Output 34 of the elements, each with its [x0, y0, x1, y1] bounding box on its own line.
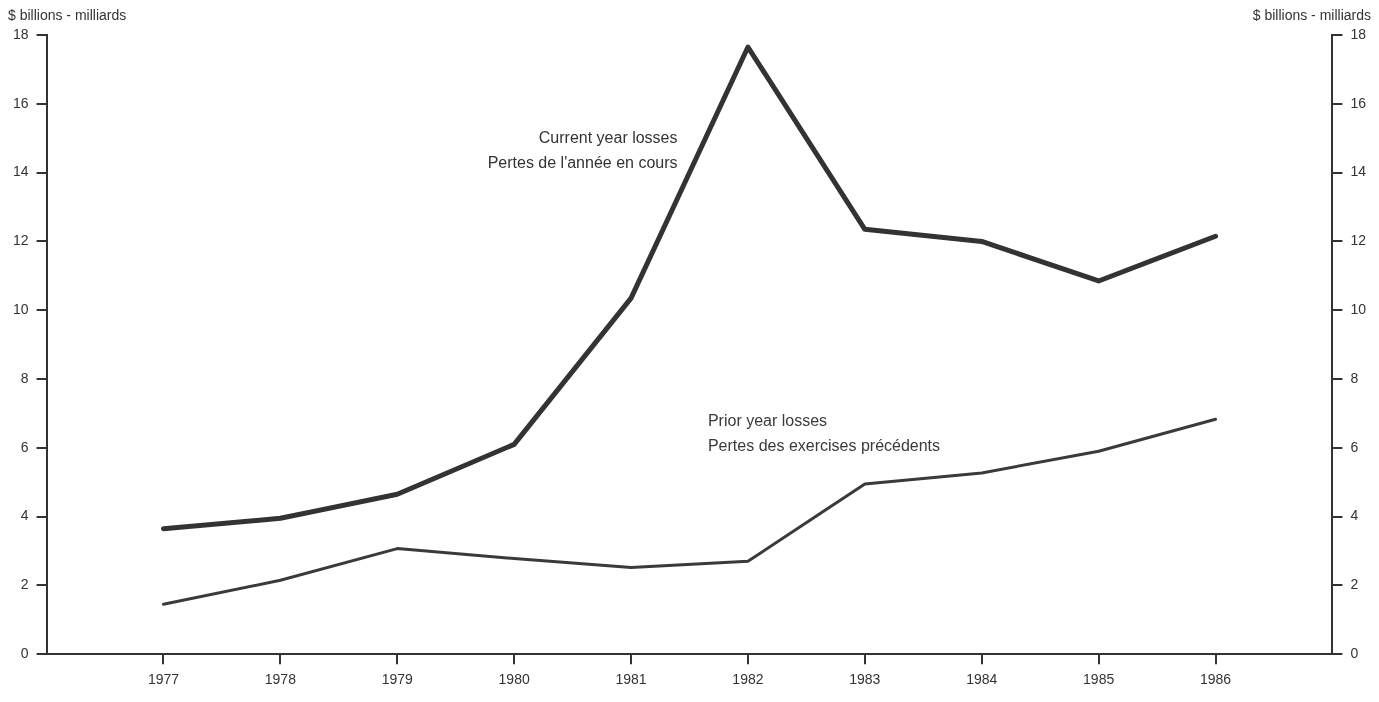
- x-tick-label: 1981: [615, 671, 647, 688]
- x-tick-label: 1982: [732, 671, 764, 688]
- x-tick-label: 1977: [147, 671, 180, 688]
- y2-tick-label: 12: [1350, 232, 1367, 249]
- x-tick-label: 1986: [1199, 671, 1232, 688]
- y-tick-label: 4: [20, 507, 29, 524]
- y-tick-label: 12: [12, 232, 29, 249]
- y2-tick-label: 4: [1350, 507, 1359, 524]
- y2-tick-label: 6: [1350, 438, 1359, 455]
- y2-tick-label: 2: [1350, 576, 1359, 593]
- x-tick-label: 1979: [381, 671, 414, 688]
- y2-axis-title: $ billions - milliards: [1252, 7, 1371, 23]
- y2-tick-label: 18: [1350, 25, 1367, 42]
- x-tick-label: 1985: [1083, 671, 1115, 688]
- y-tick-label: 6: [20, 438, 29, 455]
- x-tick-label: 1983: [849, 671, 881, 688]
- y2-tick-label: 8: [1350, 369, 1359, 386]
- y-tick-label: 10: [12, 301, 29, 318]
- y-tick-label: 16: [12, 94, 29, 111]
- series-label: Current year losses Pertes de l'année en cours: [487, 128, 678, 171]
- y-tick-label: 2: [20, 576, 29, 593]
- x-tick-label: 1978: [264, 671, 297, 688]
- y-tick-label: 8: [20, 369, 29, 386]
- y-tick-label: 14: [12, 163, 29, 180]
- x-tick-label: 1984: [966, 671, 998, 688]
- y2-tick-label: 14: [1350, 163, 1367, 180]
- y-axis-title: $ billions - milliards: [8, 7, 127, 23]
- y2-tick-label: 0: [1350, 645, 1359, 662]
- x-tick-label: 1980: [498, 671, 530, 688]
- y2-tick-label: 10: [1350, 301, 1367, 318]
- y2-tick-label: 16: [1350, 94, 1367, 111]
- series-label: Prior year losses Pertes des exercises précédents: [707, 412, 941, 455]
- y-tick-label: 18: [12, 25, 29, 42]
- y-tick-label: 0: [20, 645, 29, 662]
